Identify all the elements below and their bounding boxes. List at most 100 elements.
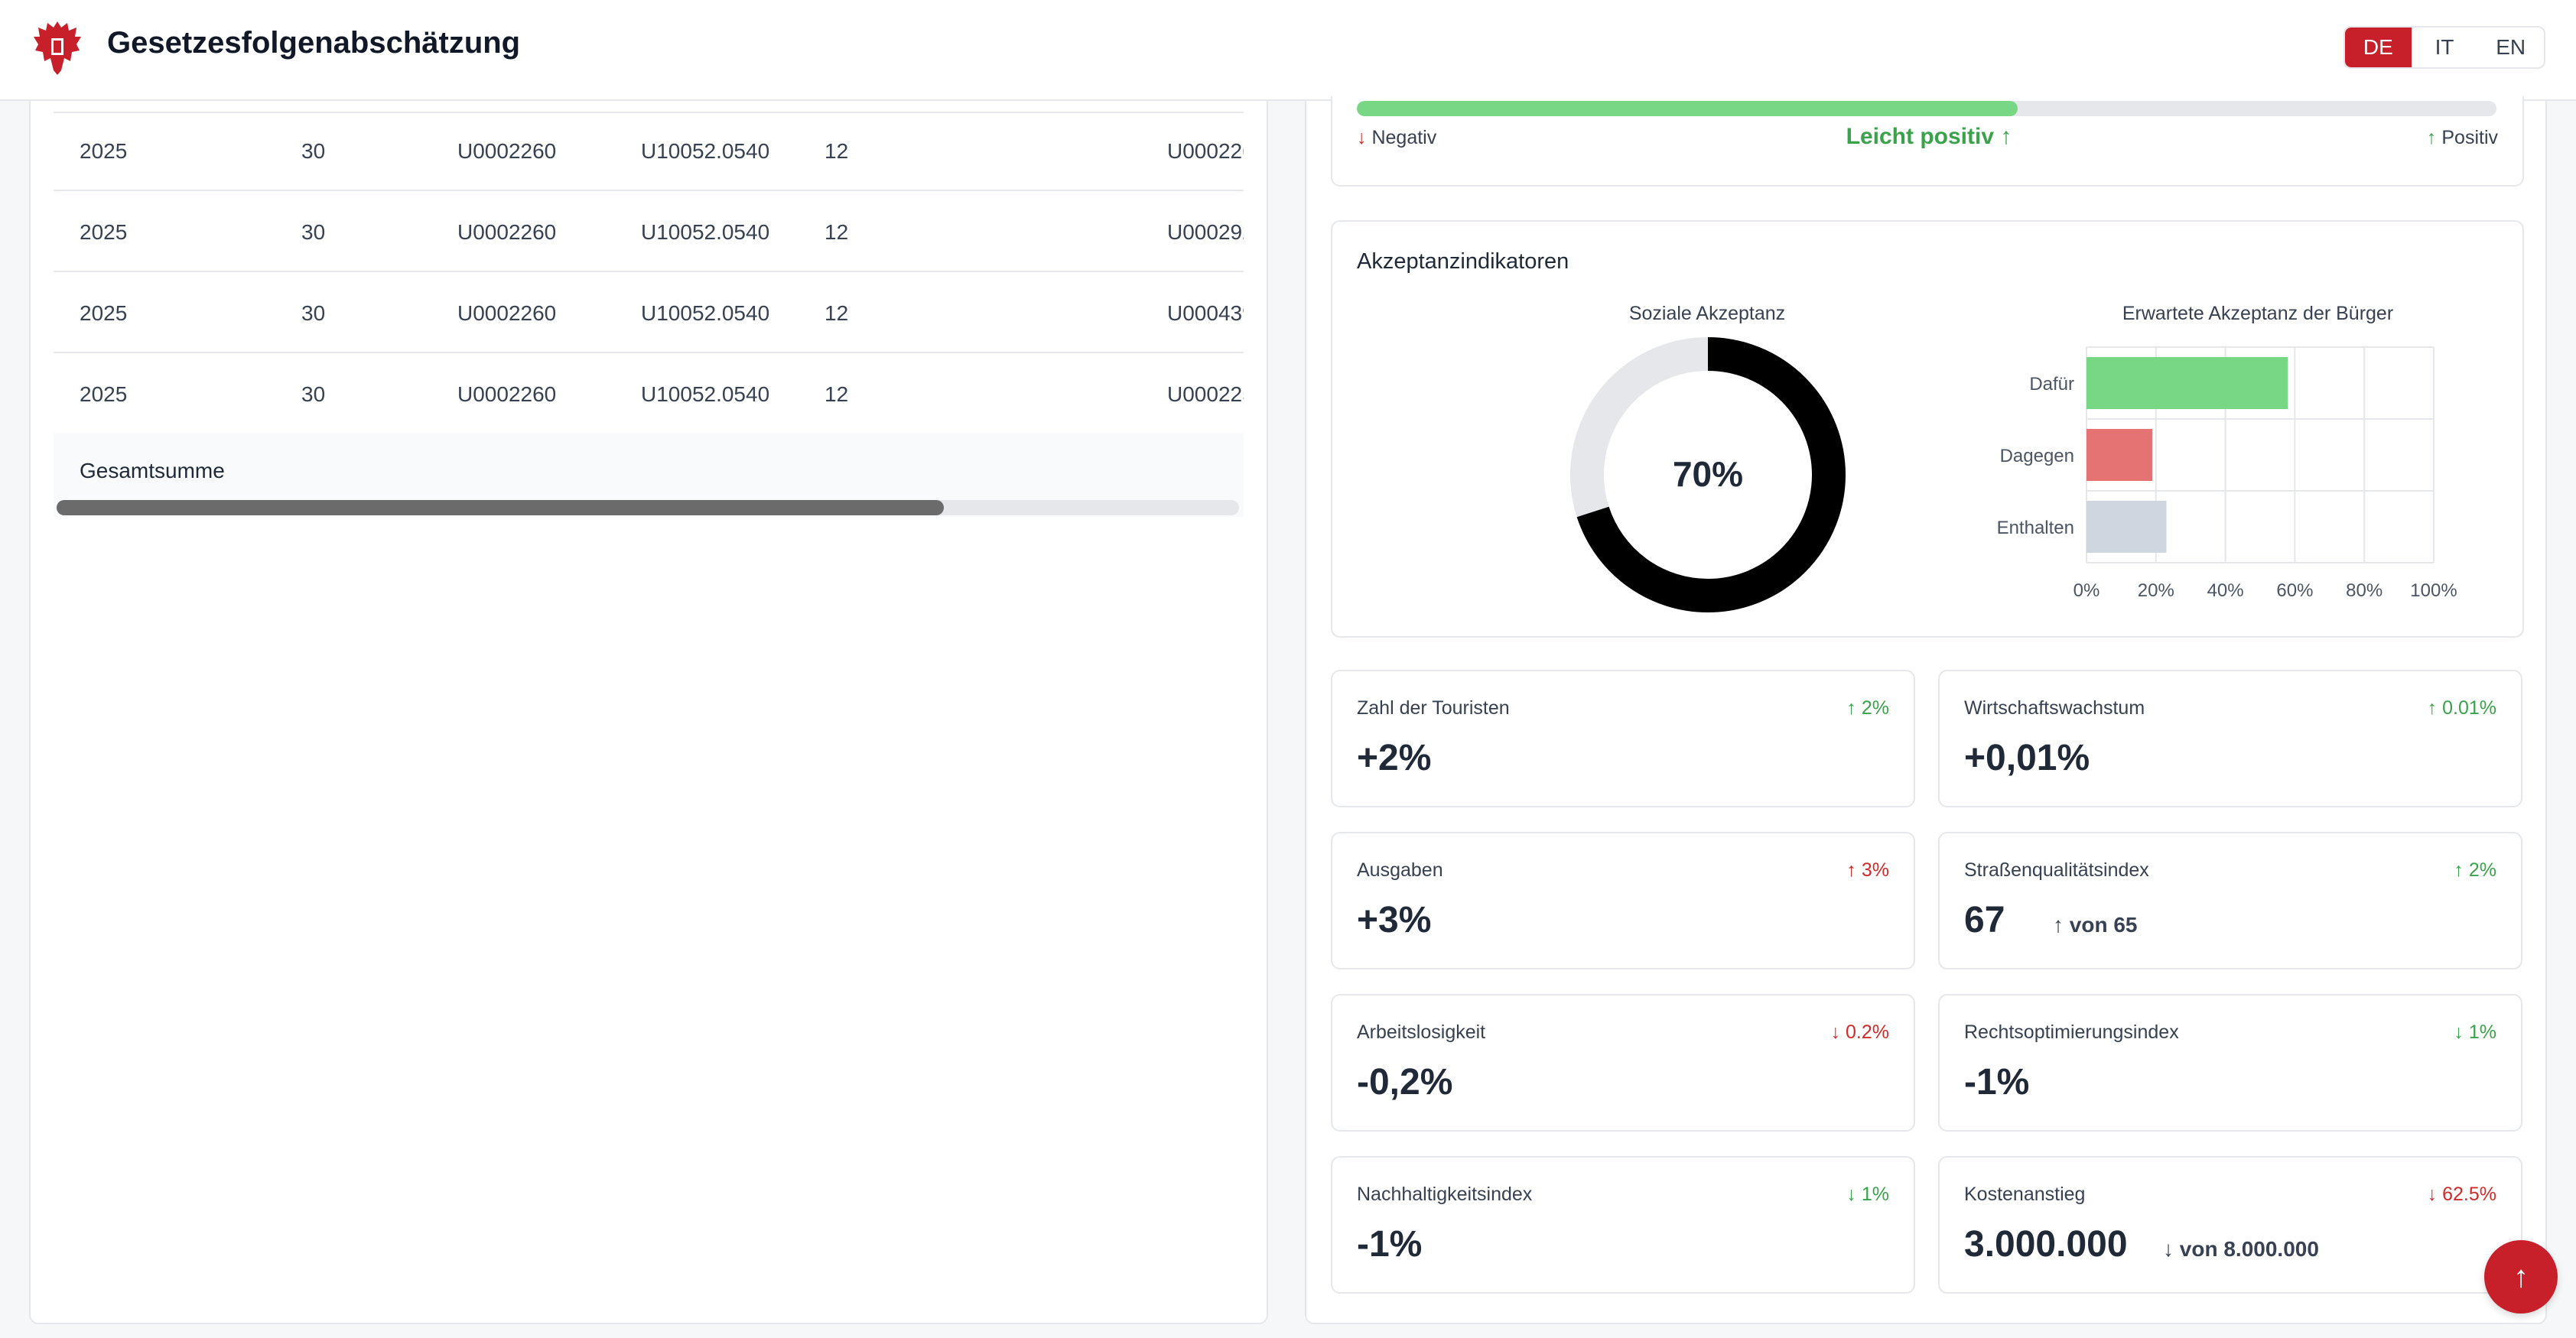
metric-card: Wirtschaftswachstum ↑ 0.01% +0,01% <box>1938 670 2522 807</box>
arrow-down-icon: ↓ <box>2454 1021 2464 1043</box>
table-cell: U0002260 <box>457 301 557 325</box>
arrow-down-icon: ↓ <box>2427 1184 2438 1205</box>
arrow-down-icon: ↓ <box>2163 1237 2174 1261</box>
scrollbar-thumb[interactable] <box>57 500 944 515</box>
bar-1 <box>2086 429 2153 481</box>
metric-delta: ↑ 3% <box>1846 859 1889 881</box>
metric-card: Nachhaltigkeitsindex ↓ 1% -1% <box>1331 1156 1915 1294</box>
table-row: 2025 30 U0002260 U10052.0540 12 U0002263 <box>54 112 1244 191</box>
metric-label: Wirtschaftswachstum <box>1964 697 2145 719</box>
table-row: 2025 30 U0002260 U10052.0540 12 U0004396 <box>54 274 1244 353</box>
arrow-up-icon: ↑ <box>1846 697 1856 719</box>
sentiment-result: Leicht positiv ↑ <box>1846 124 2012 149</box>
citizen-acceptance-bar-chart: 0% 20% 40% 60% 80% 100% Dafür Dagegen Enthalten <box>1997 346 2457 601</box>
scroll-to-top-button[interactable]: ↑ <box>2484 1240 2558 1314</box>
metric-value: 67 <box>1964 900 2005 940</box>
data-table: 2025 30 U0002260 U10052.0540 12 U0002263 2025 3… <box>54 109 1244 537</box>
metric-value: +0,01% <box>1964 738 2090 778</box>
metric-label: Rechtsoptimierungsindex <box>1964 1021 2179 1043</box>
donut-value-arc <box>1570 337 1846 612</box>
top-bar: Gesetzesfolgenabschätzung DE IT EN <box>0 0 2576 101</box>
metric-card: Straßenqualitätsindex ↑ 2% 67 ↑ von 65 <box>1938 832 2522 969</box>
arrow-up-icon: ↑ <box>2053 913 2064 937</box>
lang-button-de[interactable]: DE <box>2345 28 2412 67</box>
lang-button-en[interactable]: EN <box>2496 35 2526 59</box>
metric-delta: ↑ 2% <box>2454 859 2496 881</box>
metric-value: +3% <box>1357 900 1432 940</box>
metric-comparison: ↑ von 65 <box>2053 913 2138 937</box>
sentiment-bar-fill <box>1357 101 2018 116</box>
table-cell: U10052.0540 <box>641 139 770 163</box>
bar-2 <box>2086 501 2167 553</box>
table-cell: 2025 <box>80 220 128 244</box>
metric-card: Ausgaben ↑ 3% +3% <box>1331 832 1915 969</box>
table-cell: 12 <box>825 139 849 163</box>
donut-chart-title: Soziale Akzeptanz <box>1628 303 1786 324</box>
table-cell: U0002257 <box>1167 382 1244 406</box>
metric-label: Nachhaltigkeitsindex <box>1357 1184 1533 1205</box>
arrow-up-icon: ↑ <box>2000 124 2012 149</box>
table-cell: U0002929 <box>1167 220 1244 244</box>
x-tick-label: 40% <box>2207 580 2244 601</box>
metric-delta: ↓ 62.5% <box>2427 1184 2496 1205</box>
metric-label: Ausgaben <box>1357 859 1443 881</box>
table-cell: 30 <box>301 301 326 325</box>
metric-card: Zahl der Touristen ↑ 2% +2% <box>1331 670 1915 807</box>
donut-value-label: 70% <box>1673 454 1743 494</box>
metric-label: Zahl der Touristen <box>1357 697 1510 719</box>
table-cell: 2025 <box>80 139 128 163</box>
arrow-up-icon: ↑ <box>2454 859 2464 881</box>
table-cell: 30 <box>301 139 326 163</box>
metric-value: -1% <box>1964 1062 2030 1103</box>
acceptance-title: Akzeptanzindikatoren <box>1357 249 1569 274</box>
metric-label: Straßenqualitätsindex <box>1964 859 2149 881</box>
metric-value: -1% <box>1357 1224 1423 1265</box>
metric-value: 3.000.000 <box>1964 1224 2128 1265</box>
arrow-down-icon: ↓ <box>1846 1184 1856 1205</box>
metric-delta: ↓ 1% <box>2454 1021 2496 1043</box>
y-tick-label: Dafür <box>2029 374 2074 395</box>
analysis-panel: ↓ Negativ Leicht positiv ↑ ↑ Positiv Akz… <box>1305 96 2547 1324</box>
table-cell: U10052.0540 <box>641 382 770 406</box>
lang-button-it[interactable]: IT <box>2435 35 2454 59</box>
table-cell: 2025 <box>80 301 128 325</box>
metric-value: +2% <box>1357 738 1432 778</box>
table-row: 2025 30 U0002260 U10052.0540 12 U0002257 <box>54 355 1244 434</box>
x-tick-label: 80% <box>2346 580 2382 601</box>
total-label: Gesamtsumme <box>80 459 225 482</box>
metric-delta: ↓ 0.2% <box>1830 1021 1889 1043</box>
eagle-logo-icon <box>34 21 81 75</box>
table-cell: 30 <box>301 382 326 406</box>
horizontal-scrollbar[interactable] <box>57 500 1239 515</box>
metric-value: -0,2% <box>1357 1062 1453 1103</box>
y-tick-label: Enthalten <box>1997 518 2074 538</box>
table-cell: U0004396 <box>1167 301 1244 325</box>
metric-label: Kostenanstieg <box>1964 1184 2086 1205</box>
table-cell: U0002260 <box>457 220 557 244</box>
arrow-down-icon: ↓ <box>1357 127 1367 148</box>
x-tick-label: 20% <box>2138 580 2174 601</box>
bar-chart-title: Erwartete Akzeptanz der Bürger <box>2122 303 2394 324</box>
x-tick-label: 60% <box>2276 580 2313 601</box>
table-cell: U0002260 <box>457 139 557 163</box>
table-cell: 30 <box>301 220 326 244</box>
metric-card: Kostenanstieg ↓ 62.5% 3.000.000 ↓ von 8.000… <box>1938 1156 2522 1294</box>
negative-label: ↓ Negativ <box>1357 127 1437 148</box>
table-cell: U10052.0540 <box>641 301 770 325</box>
arrow-up-icon: ↑ <box>2427 697 2438 719</box>
table-cell: 12 <box>825 220 849 244</box>
table-cell: U10052.0540 <box>641 220 770 244</box>
arrow-down-icon: ↓ <box>1830 1021 1841 1043</box>
sentiment-card: ↓ Negativ Leicht positiv ↑ ↑ Positiv <box>1331 96 2524 187</box>
metric-delta: ↓ 1% <box>1846 1184 1889 1205</box>
arrow-up-icon: ↑ <box>2426 127 2437 148</box>
metric-card: Arbeitslosigkeit ↓ 0.2% -0,2% <box>1331 994 1915 1132</box>
language-switcher: DE IT EN <box>2343 26 2545 69</box>
metric-delta: ↑ 0.01% <box>2427 697 2496 719</box>
table-cell: U0002260 <box>457 382 557 406</box>
table-cell: 2025 <box>80 382 128 406</box>
metric-card: Rechtsoptimierungsindex ↓ 1% -1% <box>1938 994 2522 1132</box>
app-title: Gesetzesfolgenabschätzung <box>107 26 521 60</box>
acceptance-card: Akzeptanzindikatoren Soziale Akzeptanz 7… <box>1331 220 2524 638</box>
table-row: 2025 30 U0002260 U10052.0540 12 U0002929 <box>54 193 1244 272</box>
